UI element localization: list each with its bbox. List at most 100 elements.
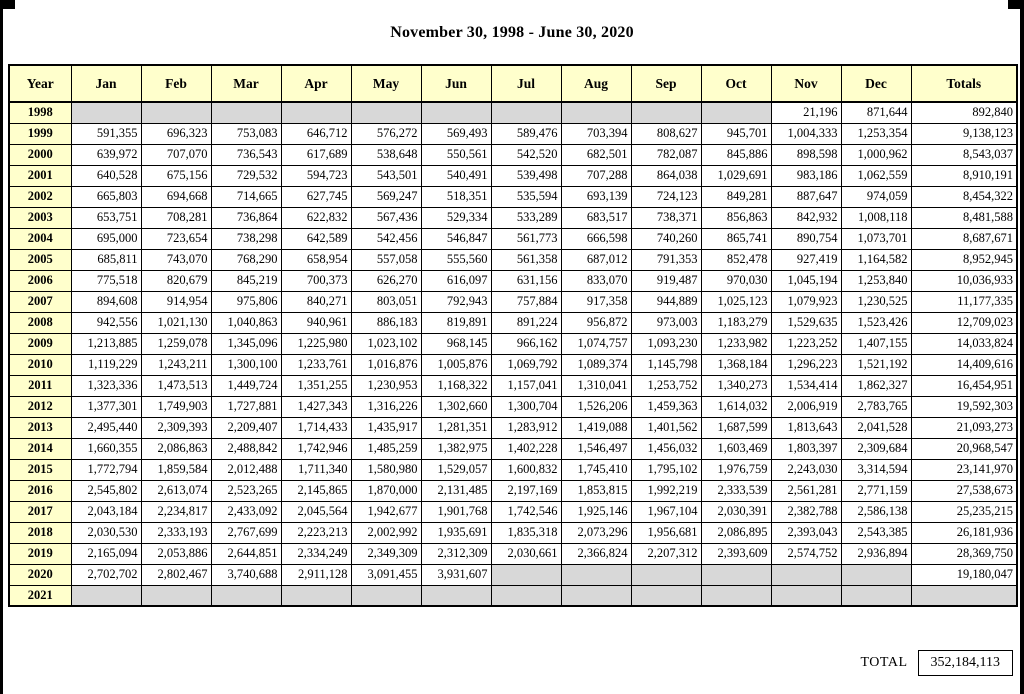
month-value-cell: 1,803,397 <box>770 437 842 460</box>
year-cell: 2008 <box>8 311 72 334</box>
month-value-cell <box>70 101 142 124</box>
row-total-cell: 23,141,970 <box>910 458 1018 481</box>
month-value-cell: 942,556 <box>70 311 142 334</box>
month-value-cell: 1,942,677 <box>350 500 422 523</box>
month-value-cell: 1,526,206 <box>560 395 632 418</box>
month-value-cell: 626,270 <box>350 269 422 292</box>
month-value-cell: 2,073,296 <box>560 521 632 544</box>
month-value-cell: 2,488,842 <box>210 437 282 460</box>
month-value-cell: 546,847 <box>420 227 492 250</box>
column-header-totals: Totals <box>910 64 1018 103</box>
month-value-cell: 2,006,919 <box>770 395 842 418</box>
month-value-cell: 3,091,455 <box>350 563 422 586</box>
column-header-dec: Dec <box>840 64 912 103</box>
month-value-cell: 1,862,327 <box>840 374 912 397</box>
year-cell: 2005 <box>8 248 72 271</box>
month-value-cell: 576,272 <box>350 122 422 145</box>
row-total-cell: 8,454,322 <box>910 185 1018 208</box>
month-value-cell: 820,679 <box>140 269 212 292</box>
month-value-cell: 2,333,193 <box>140 521 212 544</box>
month-value-cell: 2,433,092 <box>210 500 282 523</box>
year-cell: 2001 <box>8 164 72 187</box>
month-value-cell: 856,863 <box>700 206 772 229</box>
month-value-cell: 1,772,794 <box>70 458 142 481</box>
month-value-cell: 1,089,374 <box>560 353 632 376</box>
month-value-cell: 840,271 <box>280 290 352 313</box>
month-value-cell: 3,931,607 <box>420 563 492 586</box>
month-value-cell: 966,162 <box>490 332 562 355</box>
month-value-cell: 1,402,228 <box>490 437 562 460</box>
month-value-cell: 2,911,128 <box>280 563 352 586</box>
month-value-cell: 1,529,635 <box>770 311 842 334</box>
month-value-cell: 1,008,118 <box>840 206 912 229</box>
month-value-cell: 557,058 <box>350 248 422 271</box>
month-value-cell <box>490 584 562 607</box>
month-value-cell: 1,000,962 <box>840 143 912 166</box>
month-value-cell <box>140 584 212 607</box>
month-value-cell: 1,859,584 <box>140 458 212 481</box>
month-value-cell <box>630 563 702 586</box>
month-value-cell: 1,614,032 <box>700 395 772 418</box>
month-value-cell: 891,224 <box>490 311 562 334</box>
month-value-cell <box>560 563 632 586</box>
month-value-cell: 887,647 <box>770 185 842 208</box>
year-cell: 2010 <box>8 353 72 376</box>
month-value-cell: 642,589 <box>280 227 352 250</box>
month-value-cell: 2,045,564 <box>280 500 352 523</box>
table-row-2004: 2004 695,000 723,654 738,298 642,589 542,456 5… <box>8 227 1018 250</box>
month-value-cell: 1,225,980 <box>280 332 352 355</box>
month-value-cell: 1,473,513 <box>140 374 212 397</box>
year-cell: 2020 <box>8 563 72 586</box>
month-value-cell: 1,283,912 <box>490 416 562 439</box>
table-body: 1998 21,196 871,644 892,840 1999 591,355 696,3… <box>8 101 1018 607</box>
month-value-cell: 682,501 <box>560 143 632 166</box>
table-row-2008: 2008 942,556 1,021,130 1,040,863 940,961 886,… <box>8 311 1018 334</box>
year-cell: 2016 <box>8 479 72 502</box>
month-value-cell: 518,351 <box>420 185 492 208</box>
month-value-cell: 567,436 <box>350 206 422 229</box>
year-cell: 2018 <box>8 521 72 544</box>
year-cell: 2000 <box>8 143 72 166</box>
table-row-2006: 2006 775,518 820,679 845,219 700,373 626,270 6… <box>8 269 1018 292</box>
month-value-cell: 1,168,322 <box>420 374 492 397</box>
table-header: Year Jan Feb Mar Apr May Jun Jul Aug Sep Oct Nov Dec… <box>8 64 1018 103</box>
row-total-cell: 26,181,936 <box>910 521 1018 544</box>
month-value-cell: 1,310,041 <box>560 374 632 397</box>
month-value-cell <box>490 563 562 586</box>
column-header-mar: Mar <box>210 64 282 103</box>
month-value-cell: 2,041,528 <box>840 416 912 439</box>
month-value-cell: 940,961 <box>280 311 352 334</box>
year-cell: 2019 <box>8 542 72 565</box>
month-value-cell: 3,740,688 <box>210 563 282 586</box>
month-value-cell <box>140 101 212 124</box>
month-value-cell: 1,021,130 <box>140 311 212 334</box>
month-value-cell: 569,247 <box>350 185 422 208</box>
month-value-cell: 890,754 <box>770 227 842 250</box>
month-value-cell: 714,665 <box>210 185 282 208</box>
table-row-2001: 2001 640,528 675,156 729,532 594,723 543,501 5… <box>8 164 1018 187</box>
month-value-cell: 1,435,917 <box>350 416 422 439</box>
month-value-cell: 1,157,041 <box>490 374 562 397</box>
month-value-cell: 2,209,407 <box>210 416 282 439</box>
month-value-cell: 1,296,223 <box>770 353 842 376</box>
column-header-oct: Oct <box>700 64 772 103</box>
month-value-cell: 1,660,355 <box>70 437 142 460</box>
month-value-cell: 1,093,230 <box>630 332 702 355</box>
month-value-cell: 2,312,309 <box>420 542 492 565</box>
month-value-cell: 1,016,876 <box>350 353 422 376</box>
month-value-cell <box>770 584 842 607</box>
month-value-cell: 803,051 <box>350 290 422 313</box>
row-total-cell: 25,235,215 <box>910 500 1018 523</box>
row-total-cell: 8,952,945 <box>910 248 1018 271</box>
year-cell: 2004 <box>8 227 72 250</box>
month-value-cell: 845,219 <box>210 269 282 292</box>
month-value-cell: 775,518 <box>70 269 142 292</box>
month-value-cell: 736,543 <box>210 143 282 166</box>
month-value-cell: 687,012 <box>560 248 632 271</box>
month-value-cell: 886,183 <box>350 311 422 334</box>
month-value-cell: 1,711,340 <box>280 458 352 481</box>
month-value-cell: 2,393,609 <box>700 542 772 565</box>
month-value-cell: 2,545,802 <box>70 479 142 502</box>
month-value-cell: 845,886 <box>700 143 772 166</box>
month-value-cell: 1,023,102 <box>350 332 422 355</box>
